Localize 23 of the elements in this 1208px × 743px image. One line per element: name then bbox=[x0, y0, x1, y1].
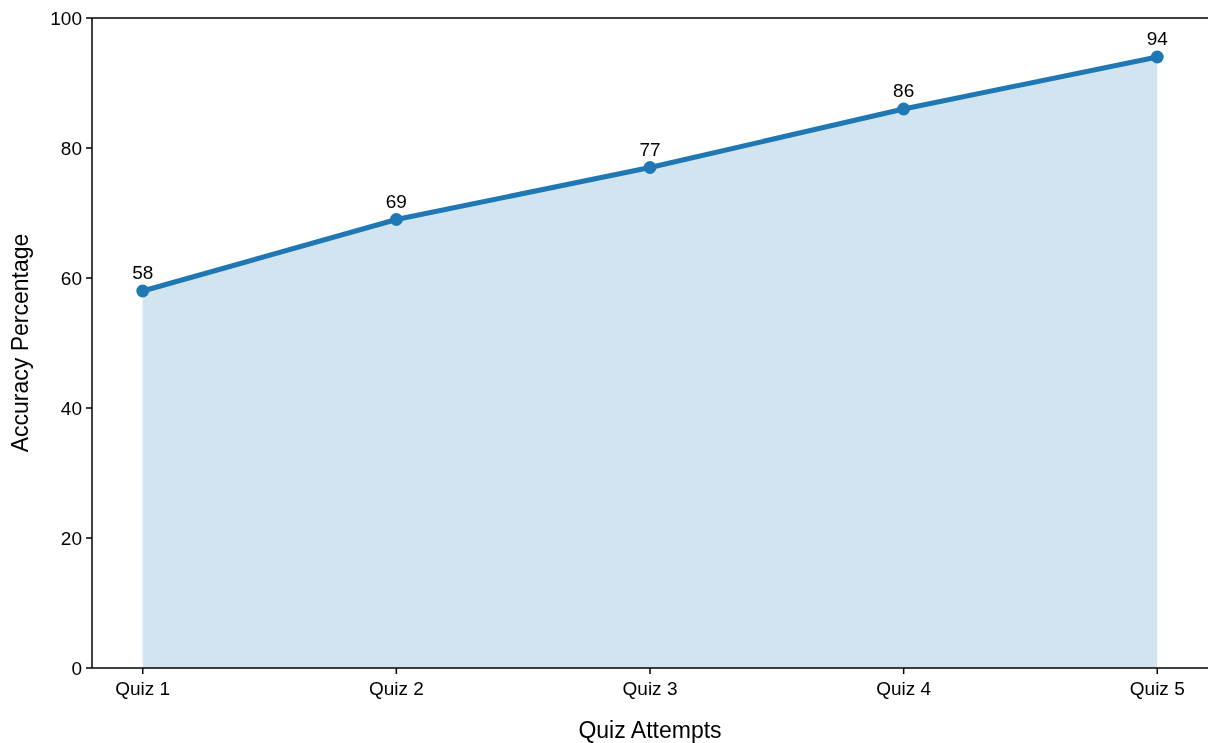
point bbox=[389, 213, 403, 226]
y-tick-label: 60 bbox=[60, 267, 82, 289]
y-tick-label: 40 bbox=[60, 397, 82, 419]
y-tick-label: 0 bbox=[71, 657, 82, 679]
y-axis-title: Accuracy Percentage bbox=[7, 233, 33, 453]
point bbox=[136, 284, 150, 298]
x-tick-label: Quiz 5 bbox=[1129, 678, 1185, 699]
point bbox=[1150, 50, 1164, 64]
data-label: 58 bbox=[132, 262, 154, 283]
data-label: 77 bbox=[639, 138, 661, 160]
x-axis-title: Quiz Attempts bbox=[578, 717, 722, 743]
y-tick-label: 20 bbox=[60, 527, 82, 549]
y-tick-label: 100 bbox=[50, 7, 82, 29]
data-label: 69 bbox=[385, 190, 407, 212]
x-tick-label: Quiz 1 bbox=[115, 678, 171, 699]
data-label: 94 bbox=[1146, 28, 1169, 49]
x-tick-label: Quiz 4 bbox=[876, 678, 932, 699]
y-tick-label: 80 bbox=[60, 137, 82, 159]
x-tick-label: Quiz 3 bbox=[622, 678, 678, 699]
point bbox=[643, 161, 657, 174]
x-tick-label: Quiz 2 bbox=[368, 678, 424, 699]
point bbox=[897, 102, 911, 116]
data-label: 86 bbox=[893, 80, 915, 101]
